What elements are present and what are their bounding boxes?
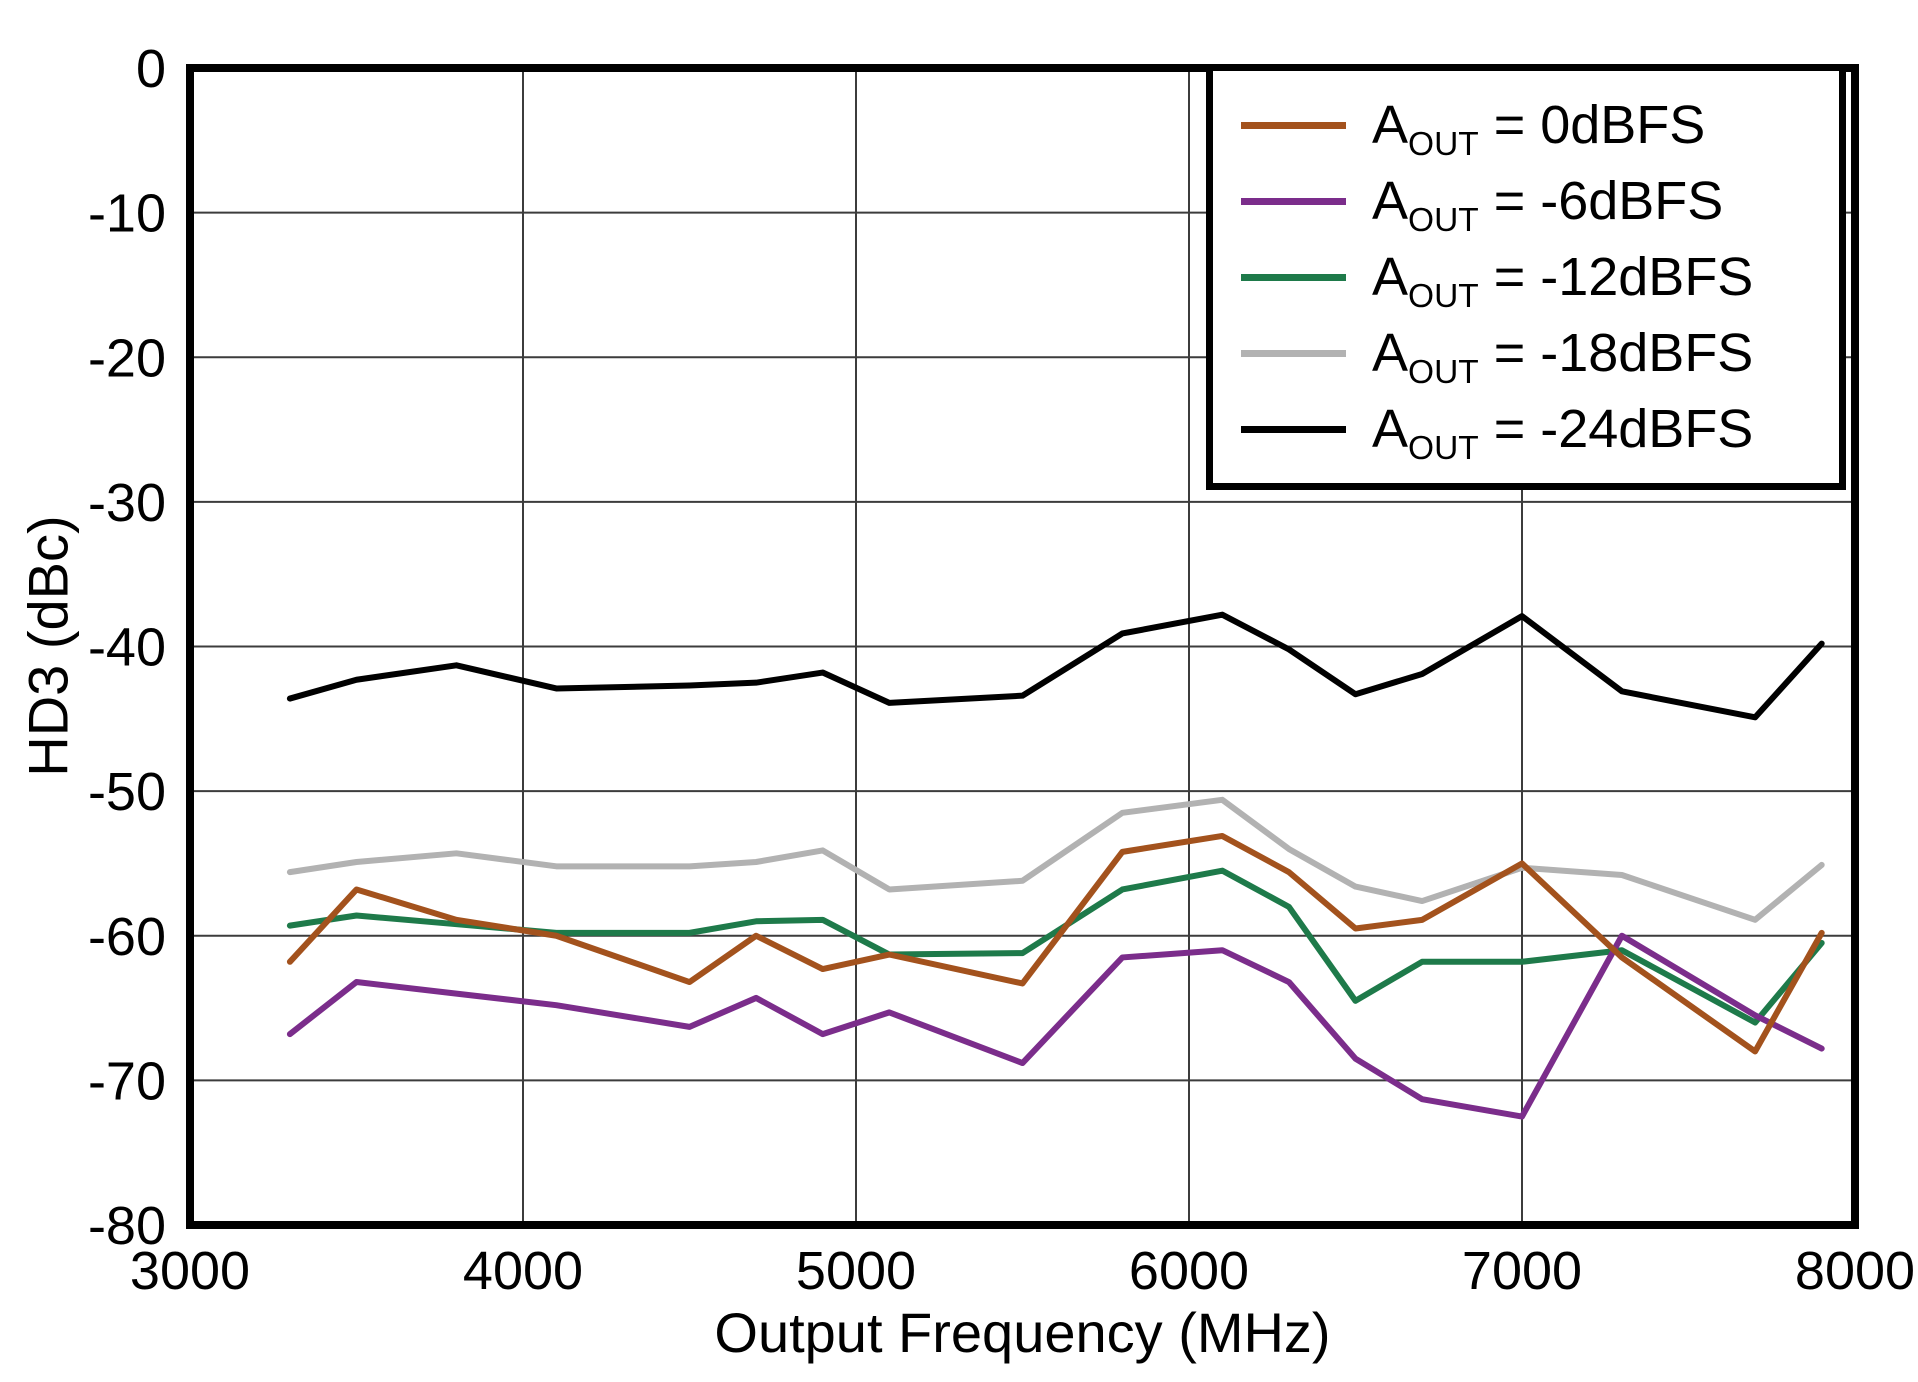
legend-item-minus6dbfs: AOUT = -6dBFS (1241, 163, 1829, 239)
legend-label-pre: A (1372, 399, 1409, 459)
x-tick-label: 7000 (1462, 1241, 1582, 1301)
y-tick-label: -60 (88, 907, 166, 967)
y-tick-label: -20 (88, 328, 166, 388)
y-axis-title: HD3 (dBc) (16, 515, 80, 777)
legend-label-pre: A (1372, 95, 1409, 155)
y-tick-label: -30 (88, 473, 166, 533)
legend-label-sub: OUT (1408, 201, 1479, 239)
y-tick-label: -40 (88, 618, 166, 678)
legend-item-minus18dbfs: AOUT = -18dBFS (1241, 315, 1829, 391)
series-line-4 (286, 796, 1825, 923)
legend-item-0dbfs: AOUT = 0dBFS (1241, 87, 1829, 163)
legend-label-post: = -24dBFS (1478, 399, 1754, 459)
x-tick-label: 8000 (1795, 1241, 1915, 1301)
x-tick-label: 5000 (796, 1241, 916, 1301)
legend-label-post: = -12dBFS (1478, 247, 1754, 307)
legend-label-pre: A (1372, 323, 1409, 383)
y-tick-label: -50 (88, 762, 166, 822)
legend-label-0dbfs: AOUT = 0dBFS (1372, 94, 1706, 161)
legend-label-pre: A (1372, 247, 1409, 307)
legend-line-swatch-minus18dbfs (1241, 349, 1346, 357)
y-tick-label: -80 (88, 1196, 166, 1256)
plot-border (186, 64, 1859, 1229)
x-tick-label: 3000 (130, 1241, 250, 1301)
legend-label-minus18dbfs: AOUT = -18dBFS (1372, 322, 1754, 389)
x-tick-label: 6000 (1129, 1241, 1249, 1301)
legend-label-sub: OUT (1408, 277, 1479, 315)
y-tick-label: 0 (136, 39, 166, 99)
legend-label-sub: OUT (1408, 125, 1479, 163)
x-axis-title: Output Frequency (MHz) (714, 1301, 1331, 1364)
y-tick-label: -70 (88, 1051, 166, 1111)
series-line-2 (286, 932, 1825, 1120)
legend-line-swatch-0dbfs (1241, 121, 1346, 129)
legend-line-swatch-minus12dbfs (1241, 273, 1346, 281)
series-line-5 (286, 611, 1825, 721)
legend-line-swatch-minus6dbfs (1241, 197, 1346, 205)
y-tick-label: -10 (88, 184, 166, 244)
series-line-1 (286, 832, 1825, 1055)
legend-label-minus24dbfs: AOUT = -24dBFS (1372, 398, 1754, 465)
x-tick-label: 4000 (463, 1241, 583, 1301)
legend-label-post: = -18dBFS (1478, 323, 1754, 383)
legend-label-sub: OUT (1408, 353, 1479, 391)
legend-label-minus6dbfs: AOUT = -6dBFS (1372, 170, 1724, 237)
legend-label-sub: OUT (1408, 429, 1479, 467)
legend-label-minus12dbfs: AOUT = -12dBFS (1372, 246, 1754, 313)
legend-item-minus12dbfs: AOUT = -12dBFS (1241, 239, 1829, 315)
legend: AOUT = 0dBFS AOUT = -6dBFS AOUT = -12dBF… (1206, 64, 1846, 490)
legend-item-minus24dbfs: AOUT = -24dBFS (1241, 391, 1829, 467)
legend-label-pre: A (1372, 171, 1409, 231)
legend-line-swatch-minus24dbfs (1241, 425, 1346, 433)
legend-label-post: = 0dBFS (1478, 95, 1706, 155)
legend-label-post: = -6dBFS (1478, 171, 1724, 231)
